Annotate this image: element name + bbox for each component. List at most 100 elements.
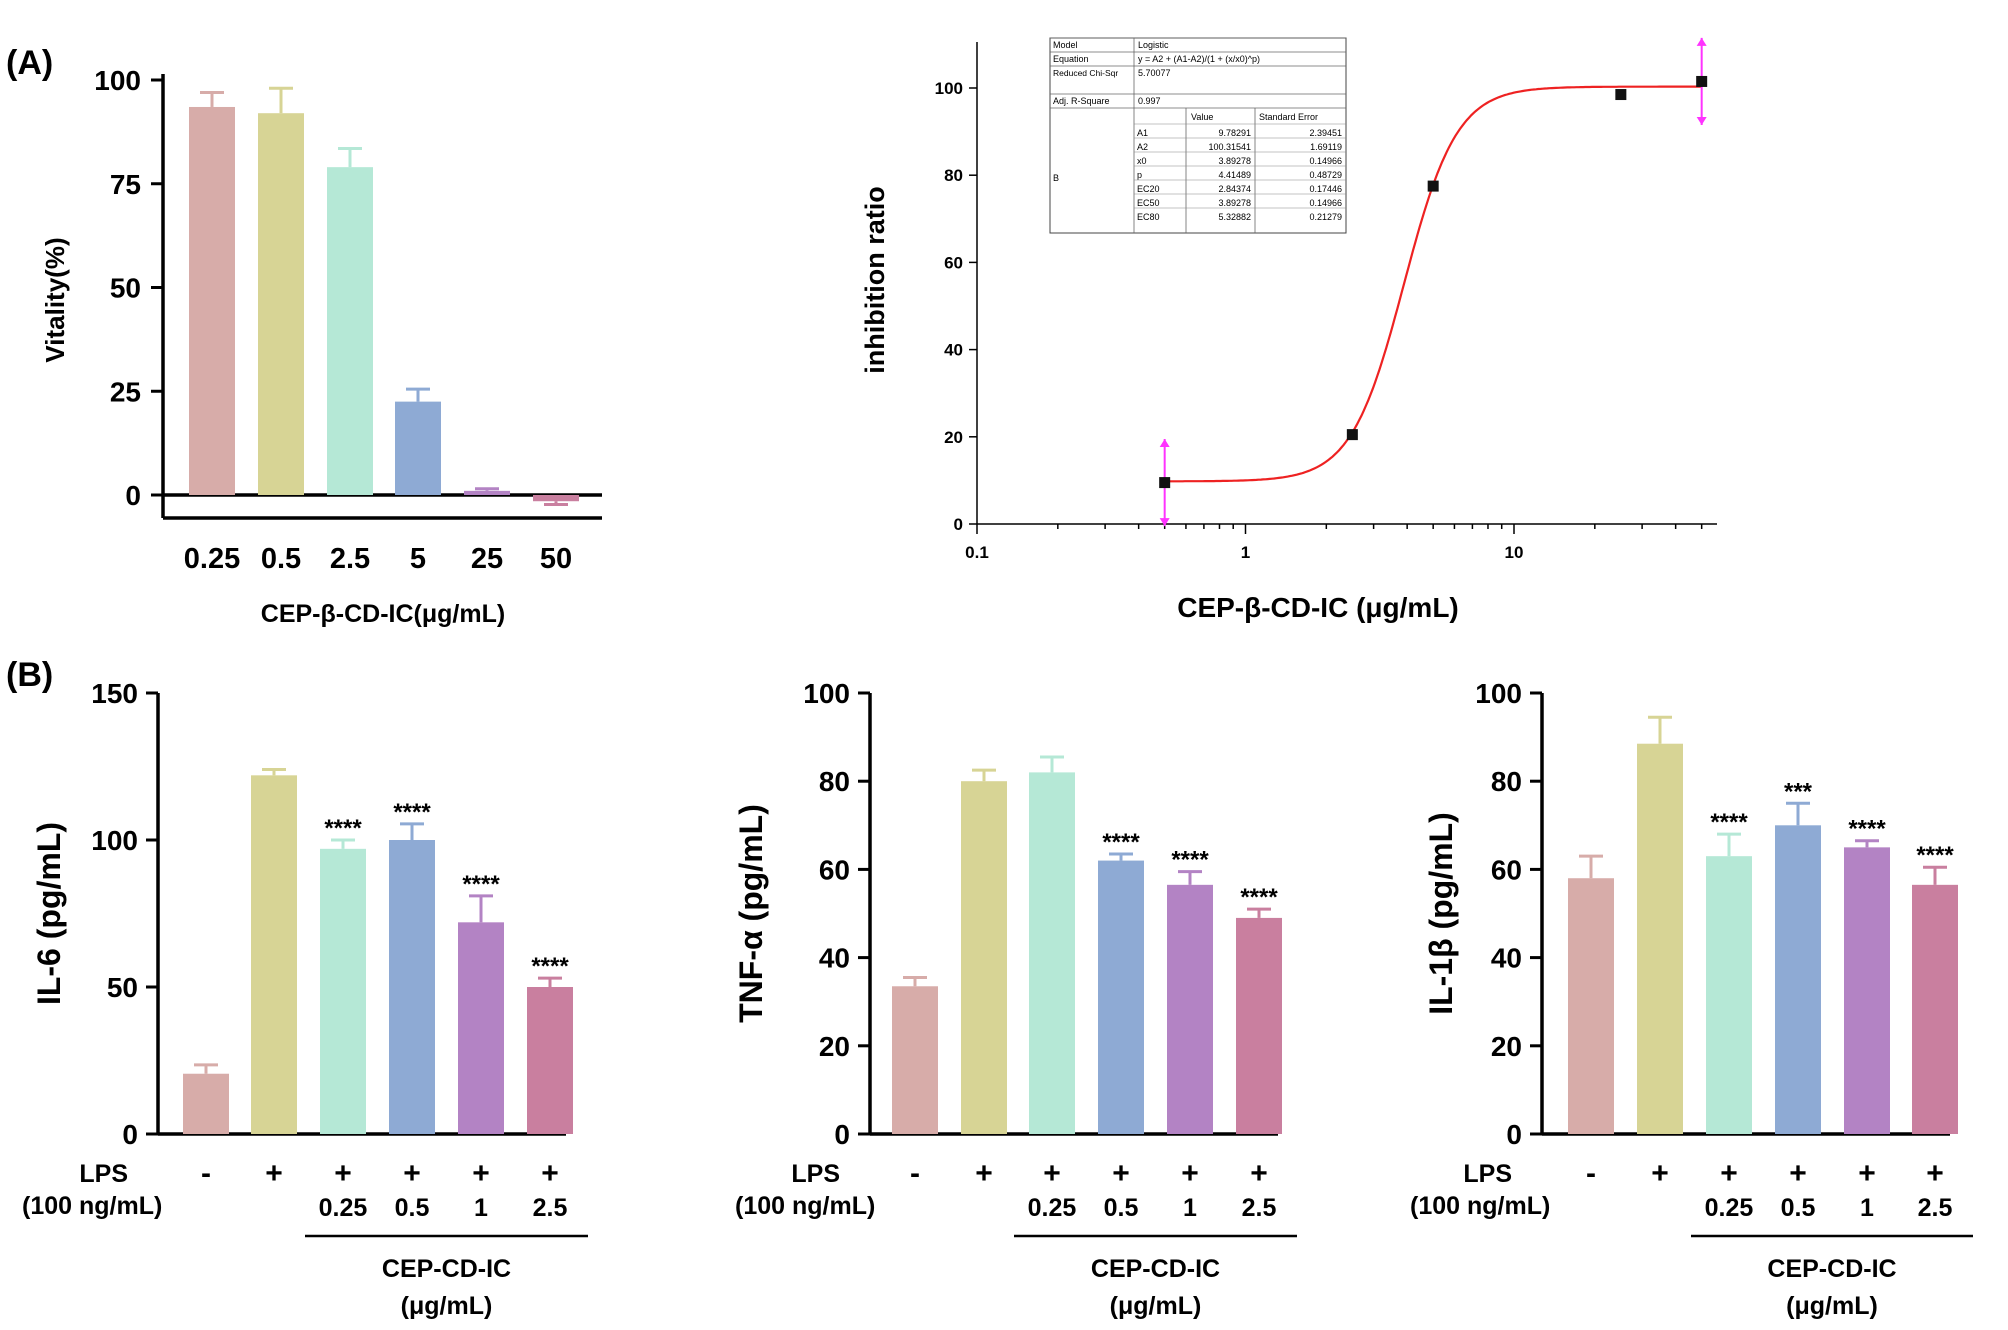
param-value: 100.31541 (1208, 142, 1251, 152)
x-tick-label: 1 (1241, 543, 1250, 562)
x-tick-label: 0.1 (965, 543, 989, 562)
lps-sign: + (1651, 1157, 1669, 1190)
inhibition-chart: 0 20 40 60 80 100 0.1 1 10 inhibition ratio CEP-β-… (860, 37, 1720, 623)
table-value: y = A2 + (A1-A2)/(1 + (x/x0)^p) (1138, 54, 1260, 64)
panel-label-b: (B) (6, 656, 53, 694)
significance-label: **** (1848, 816, 1886, 843)
y-tick-label: 100 (803, 678, 850, 709)
lps-concentration: (100 ng/mL) (1410, 1192, 1550, 1220)
param-error: 0.17446 (1309, 184, 1342, 194)
error-arrow-up (1696, 37, 1707, 46)
y-tick-label: 0 (125, 480, 141, 511)
param-name: x0 (1137, 156, 1147, 166)
y-tick-label: 40 (819, 943, 850, 974)
group-unit: (μg/mL) (401, 1292, 493, 1320)
param-name: A2 (1137, 142, 1148, 152)
param-error: 0.14966 (1309, 156, 1342, 166)
error-arrow-down (1696, 117, 1707, 126)
bar (1029, 772, 1075, 1134)
param-value: 2.84374 (1218, 184, 1251, 194)
y-tick-label: 40 (1491, 943, 1522, 974)
dose-label: 2.5 (533, 1194, 568, 1222)
bar (258, 113, 304, 495)
y-tick-label: 40 (944, 341, 963, 360)
y-tick-label: 60 (819, 854, 850, 885)
param-error: 0.48729 (1309, 170, 1342, 180)
error-arrow-down (1159, 518, 1170, 527)
significance-label: **** (324, 815, 362, 842)
bar (1098, 860, 1144, 1134)
vitality-chart: 0 25 50 75 100 0.25 0.5 2.5 5 25 50 CEP-β-CD-IC(μg/… (40, 65, 602, 628)
y-tick-label: 20 (944, 428, 963, 447)
dose-label: 0.5 (1104, 1194, 1139, 1222)
y-axis-title: TNF-α (pg/mL) (733, 804, 769, 1023)
param-value: 3.89278 (1218, 156, 1251, 166)
bar (189, 106, 235, 495)
lps-sign: - (910, 1157, 920, 1190)
x-tick-label: 0.5 (261, 543, 301, 575)
significance-label: **** (393, 799, 431, 826)
param-error: 2.39451 (1309, 128, 1342, 138)
y-tick-label: 50 (110, 273, 141, 304)
data-point (1427, 180, 1439, 192)
significance-label: **** (1102, 829, 1140, 856)
y-tick-label: 0 (1506, 1119, 1522, 1150)
y-axis-title: IL-6 (pg/mL) (31, 822, 67, 1005)
table-header: Standard Error (1259, 112, 1318, 122)
il6-chart: 0 50 100 150 - + **** +0.25 **** +0.5 **** +1 **** +2… (22, 678, 588, 1320)
lps-label: LPS (79, 1160, 128, 1188)
lps-sign: + (541, 1157, 559, 1190)
table-value: Logistic (1138, 40, 1169, 50)
significance-label: **** (462, 871, 500, 898)
bar (1706, 856, 1752, 1134)
lps-sign: + (265, 1157, 283, 1190)
significance-label: *** (1784, 778, 1813, 805)
param-name: EC20 (1137, 184, 1160, 194)
bar (251, 775, 297, 1134)
param-name: p (1137, 170, 1142, 180)
significance-label: **** (1710, 809, 1748, 836)
bar (320, 848, 366, 1134)
bar (1912, 884, 1958, 1134)
param-value: 4.41489 (1218, 170, 1251, 180)
group-label: CEP-CD-IC (1767, 1255, 1896, 1283)
lps-sign: + (1858, 1157, 1876, 1190)
bar (327, 167, 373, 495)
lps-sign: + (1043, 1157, 1061, 1190)
significance-label: **** (1916, 842, 1954, 869)
param-error: 0.21279 (1309, 212, 1342, 222)
x-tick-label: 10 (1505, 543, 1524, 562)
dose-label: 0.25 (1705, 1194, 1754, 1222)
dose-label: 0.25 (319, 1194, 368, 1222)
dose-label: 1 (1860, 1194, 1874, 1222)
y-tick-label: 80 (819, 766, 850, 797)
y-tick-label: 100 (935, 79, 963, 98)
y-axis-title: inhibition ratio (860, 186, 890, 373)
lps-sign: + (1789, 1157, 1807, 1190)
dose-label: 1 (1183, 1194, 1197, 1222)
param-error: 1.69119 (1310, 142, 1342, 152)
bar (1167, 884, 1213, 1134)
param-name: EC80 (1137, 212, 1160, 222)
lps-sign: + (334, 1157, 352, 1190)
param-value: 5.32882 (1218, 212, 1251, 222)
y-tick-label: 60 (944, 253, 963, 272)
error-arrow-up (1159, 438, 1170, 447)
significance-label: **** (531, 953, 569, 980)
bar (1236, 917, 1282, 1134)
significance-label: **** (1240, 884, 1278, 911)
x-tick-label: 50 (540, 543, 572, 575)
bar (1775, 825, 1821, 1134)
lps-sign: + (1181, 1157, 1199, 1190)
dose-label: 0.5 (1781, 1194, 1816, 1222)
param-error: 0.14966 (1309, 198, 1342, 208)
param-value: 9.78291 (1218, 128, 1251, 138)
table-value: 5.70077 (1138, 68, 1171, 78)
y-tick-label: 20 (819, 1031, 850, 1062)
bar (464, 490, 510, 495)
dose-label: 1 (474, 1194, 488, 1222)
y-tick-label: 0 (954, 515, 963, 534)
table-key: Reduced Chi-Sqr (1053, 68, 1118, 78)
bar (1637, 743, 1683, 1134)
table-key: Adj. R-Square (1053, 96, 1110, 106)
